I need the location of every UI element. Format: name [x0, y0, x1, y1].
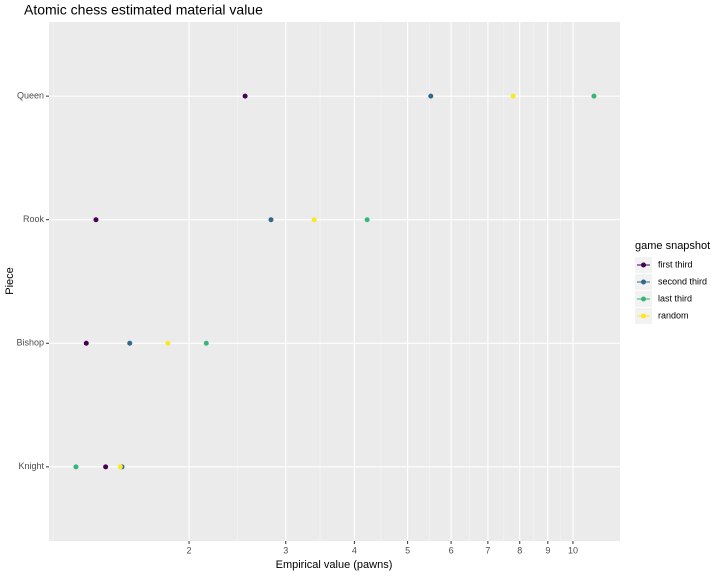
point	[591, 93, 597, 99]
x-tick-label: 7	[485, 545, 490, 555]
point	[203, 340, 209, 346]
point	[127, 340, 133, 346]
y-axis-title: Piece	[4, 267, 16, 295]
y-tick-label: Rook	[23, 214, 45, 224]
point	[242, 93, 248, 99]
point	[93, 217, 99, 223]
point	[117, 464, 123, 470]
x-tick-label: 9	[545, 545, 550, 555]
point	[165, 340, 171, 346]
chart-title: Atomic chess estimated material value	[24, 2, 263, 18]
point	[510, 93, 516, 99]
x-tick-label: 5	[405, 545, 410, 555]
point	[73, 464, 79, 470]
point	[364, 217, 370, 223]
legend-label: first third	[658, 259, 693, 269]
x-tick-label: 2	[187, 545, 192, 555]
x-tick-label: 6	[449, 545, 454, 555]
legend-dot	[641, 313, 646, 319]
point	[428, 93, 434, 99]
legend-title: game snapshot	[635, 240, 710, 252]
x-tick-label: 10	[568, 545, 578, 555]
point	[268, 217, 274, 223]
panel	[49, 22, 620, 541]
legend-label: second third	[658, 276, 707, 286]
x-axis-title: Empirical value (pawns)	[276, 559, 393, 571]
legend-label: random	[658, 310, 689, 320]
x-tick-label: 4	[352, 545, 357, 555]
y-tick-label: Knight	[18, 461, 44, 471]
x-tick-label: 8	[517, 545, 522, 555]
point	[83, 340, 89, 346]
legend-dot	[641, 262, 646, 268]
y-tick-label: Queen	[17, 91, 44, 101]
legend-dot	[641, 296, 646, 302]
point	[103, 464, 109, 470]
point	[311, 217, 317, 223]
x-tick-label: 3	[283, 545, 288, 555]
y-tick-label: Bishop	[16, 338, 44, 348]
legend-dot	[641, 279, 646, 285]
legend-label: last third	[658, 293, 692, 303]
